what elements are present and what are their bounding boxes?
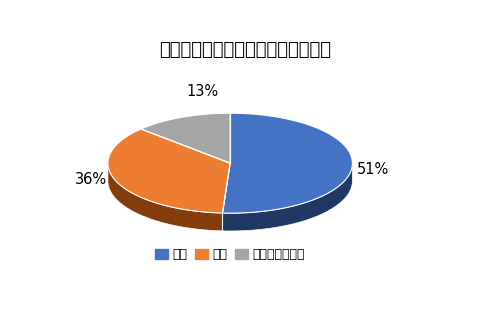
Legend: 満足, 不満, どちらでもない: 満足, 不満, どちらでもない — [150, 243, 310, 266]
Text: 13%: 13% — [186, 84, 218, 99]
Text: ハリアーのインテリア・満足度調査: ハリアーのインテリア・満足度調査 — [159, 41, 331, 59]
Text: 51%: 51% — [357, 162, 389, 177]
Text: 36%: 36% — [75, 172, 107, 187]
Polygon shape — [108, 129, 230, 213]
Polygon shape — [141, 113, 230, 163]
Polygon shape — [108, 163, 222, 231]
Polygon shape — [222, 163, 352, 231]
Polygon shape — [222, 113, 352, 213]
